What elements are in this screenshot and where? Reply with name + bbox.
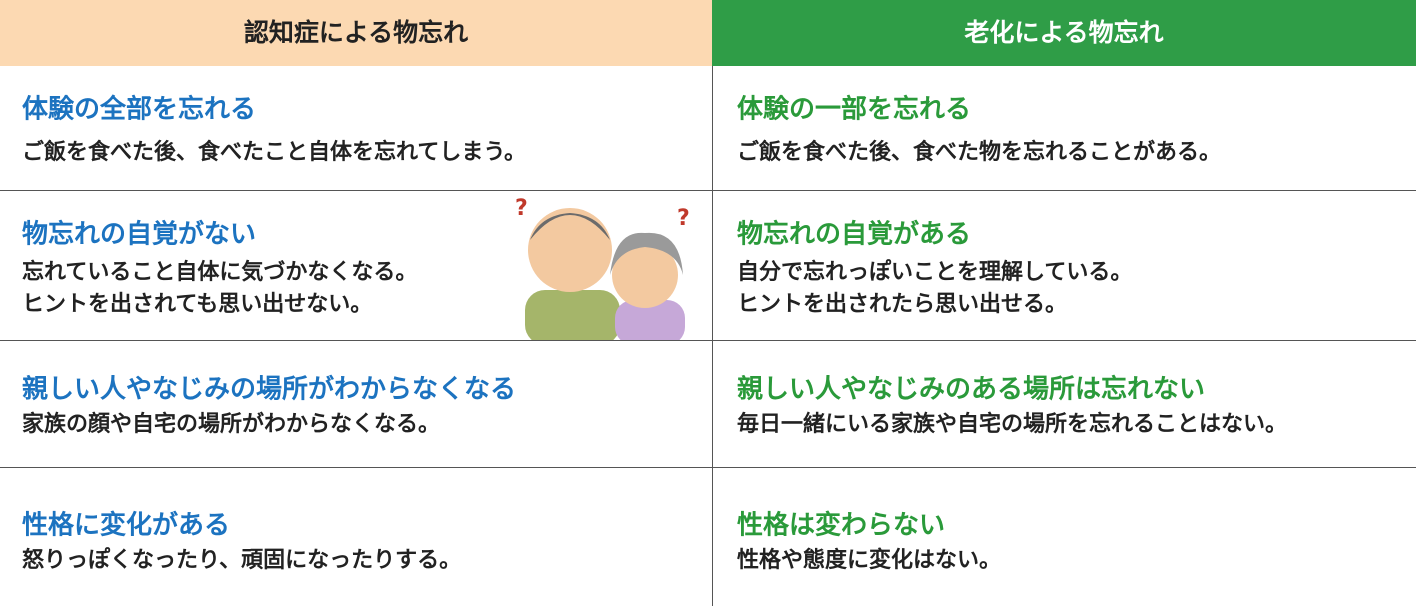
svg-text:?: ? (515, 196, 528, 221)
item-title: 親しい人やなじみの場所がわからなくなる (22, 374, 517, 405)
row-divider (0, 340, 1416, 341)
item-text: ヒントを出されたら思い出せる。 (737, 292, 1068, 317)
item-title: 体験の一部を忘れる (737, 94, 972, 125)
item-text: 怒りっぽくなったり、頑固になったりする。 (22, 548, 462, 573)
item-title: 物忘れの自覚がない (22, 219, 257, 250)
elderly-couple-illustration: ? ? (515, 196, 690, 340)
header-left: 認知症による物忘れ (0, 0, 712, 66)
item-title: 体験の全部を忘れる (22, 94, 257, 125)
item-text: 自分で忘れっぽいことを理解している。 (737, 260, 1133, 285)
item-text: 性格や態度に変化はない。 (737, 548, 1002, 573)
item-text: ヒントを出されても思い出せない。 (22, 292, 373, 317)
item-text: ご飯を食べた後、食べたこと自体を忘れてしまう。 (22, 140, 527, 165)
item-text: 忘れていること自体に気づかなくなる。 (22, 260, 418, 285)
item-title: 親しい人やなじみのある場所は忘れない (737, 374, 1206, 405)
item-title: 性格に変化がある (22, 510, 231, 541)
column-divider (712, 66, 713, 606)
item-text: 毎日一緒にいる家族や自宅の場所を忘れることはない。 (737, 412, 1288, 437)
row-divider (0, 190, 1416, 191)
item-title: 性格は変わらない (737, 510, 946, 541)
item-text: ご飯を食べた後、食べた物を忘れることがある。 (737, 140, 1222, 165)
item-text: 家族の顔や自宅の場所がわからなくなる。 (22, 412, 441, 437)
item-title: 物忘れの自覚がある (737, 219, 972, 250)
header-right: 老化による物忘れ (712, 0, 1416, 66)
svg-text:?: ? (677, 206, 690, 231)
row-divider (0, 467, 1416, 468)
